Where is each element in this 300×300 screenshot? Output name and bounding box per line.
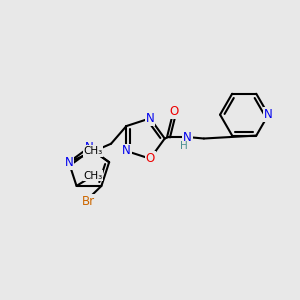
Text: N: N xyxy=(85,141,93,154)
Text: O: O xyxy=(146,152,155,165)
Text: H: H xyxy=(180,142,188,152)
Text: N: N xyxy=(64,156,73,169)
Text: N: N xyxy=(264,108,273,121)
Text: CH₃: CH₃ xyxy=(83,171,102,181)
Text: CH₃: CH₃ xyxy=(83,146,103,156)
Text: N: N xyxy=(183,130,192,143)
Text: N: N xyxy=(122,145,131,158)
Text: Br: Br xyxy=(82,195,95,208)
Text: N: N xyxy=(146,112,154,125)
Text: O: O xyxy=(169,105,178,118)
